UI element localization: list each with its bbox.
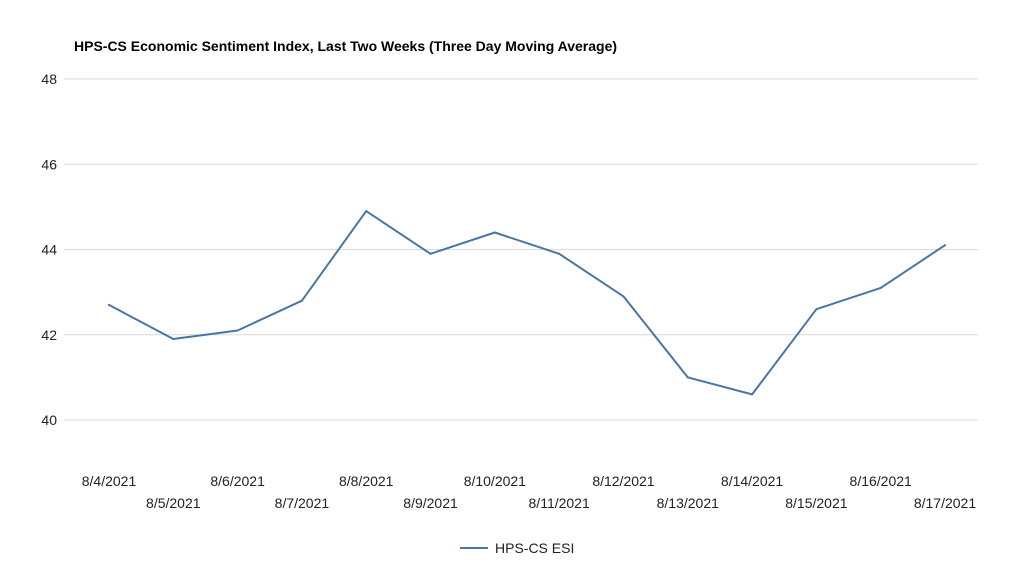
data-point — [300, 299, 303, 302]
x-tick-label: 8/17/2021 — [914, 495, 976, 511]
data-point — [493, 231, 496, 234]
y-tick-label: 42 — [41, 327, 57, 343]
x-tick-label: 8/7/2021 — [275, 495, 330, 511]
x-tick-label: 8/11/2021 — [529, 495, 590, 511]
x-tick-label: 8/8/2021 — [339, 473, 394, 489]
x-tick-label: 8/12/2021 — [592, 473, 654, 489]
x-tick-label: 8/15/2021 — [785, 495, 847, 511]
data-point — [429, 252, 432, 255]
y-tick-label: 46 — [41, 156, 57, 172]
series-lines — [108, 210, 946, 396]
gridlines — [64, 78, 978, 421]
y-tick-label: 48 — [41, 71, 57, 87]
x-tick-label: 8/14/2021 — [721, 473, 783, 489]
chart-title: HPS-CS Economic Sentiment Index, Last Tw… — [74, 38, 617, 54]
x-axis-tick-labels: 8/4/2021 8/5/2021 8/6/2021 8/7/2021 8/8/2021… — [82, 473, 977, 511]
y-axis-tick-labels: 40 42 44 46 48 — [41, 71, 57, 428]
data-point — [815, 308, 818, 311]
x-tick-label: 8/16/2021 — [850, 473, 912, 489]
x-tick-label: 8/10/2021 — [464, 473, 526, 489]
legend-label: HPS-CS ESI — [495, 540, 574, 556]
y-tick-label: 40 — [41, 412, 57, 428]
data-point — [622, 295, 625, 298]
data-point — [558, 252, 561, 255]
legend: HPS-CS ESI — [460, 540, 574, 556]
x-tick-label: 8/13/2021 — [657, 495, 719, 511]
data-point — [686, 376, 689, 379]
x-tick-label: 8/5/2021 — [146, 495, 201, 511]
data-point — [172, 338, 175, 341]
data-point — [108, 303, 110, 306]
data-point — [365, 210, 368, 213]
x-tick-label: 8/4/2021 — [82, 473, 137, 489]
data-point — [879, 286, 882, 289]
x-tick-label: 8/6/2021 — [210, 473, 265, 489]
data-point — [751, 393, 754, 396]
series-line — [108, 210, 946, 396]
x-tick-label: 8/9/2021 — [403, 495, 458, 511]
y-tick-label: 44 — [41, 242, 57, 258]
data-point — [236, 329, 239, 332]
data-point — [944, 244, 946, 247]
